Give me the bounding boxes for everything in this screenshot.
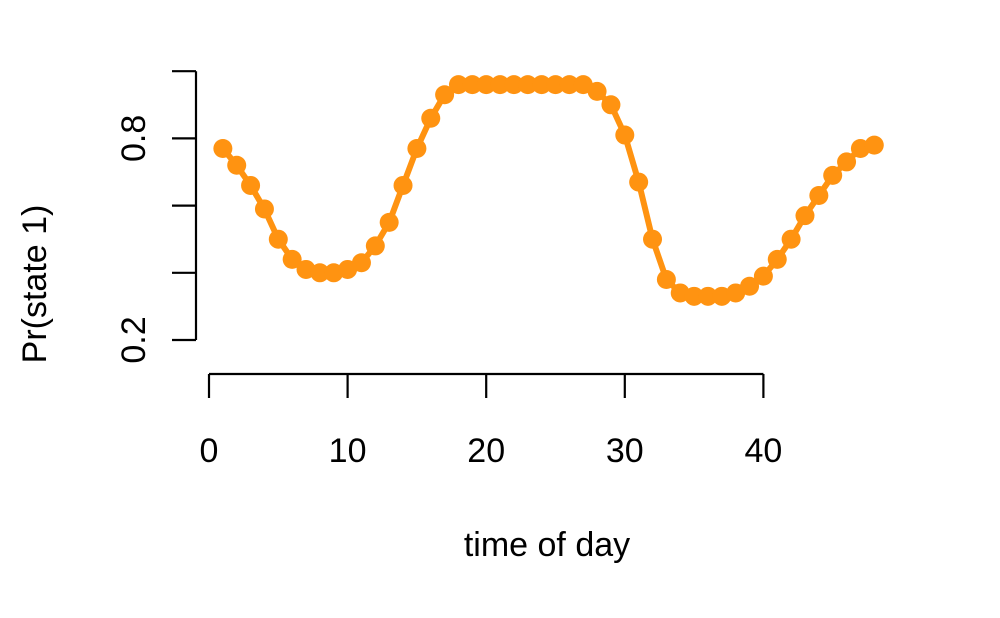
data-point bbox=[393, 175, 413, 195]
data-point bbox=[546, 75, 565, 95]
data-point bbox=[629, 172, 649, 192]
y-axis-title: Pr(state 1) bbox=[16, 205, 54, 364]
data-point bbox=[615, 125, 635, 145]
data-point bbox=[504, 75, 524, 95]
data-point bbox=[740, 276, 760, 296]
y-tick-label: 0.2 bbox=[115, 316, 153, 363]
data-point bbox=[809, 186, 829, 206]
data-point bbox=[490, 75, 510, 95]
data-point bbox=[435, 85, 455, 105]
data-point bbox=[864, 135, 884, 155]
data-point bbox=[601, 95, 621, 115]
x-tick-label: 0 bbox=[200, 432, 219, 470]
data-point bbox=[351, 253, 371, 273]
data-point bbox=[753, 266, 773, 286]
data-point bbox=[559, 75, 579, 95]
data-point bbox=[656, 270, 676, 290]
data-point bbox=[365, 236, 385, 256]
data-point bbox=[823, 165, 843, 185]
data-point bbox=[462, 75, 482, 95]
data-point bbox=[241, 175, 261, 195]
y-tick-label: 0.8 bbox=[115, 115, 153, 162]
x-tick-label: 40 bbox=[744, 432, 782, 470]
data-point bbox=[282, 249, 302, 269]
data-point bbox=[476, 75, 496, 95]
x-axis-title: time of day bbox=[464, 526, 630, 564]
data-point bbox=[795, 206, 815, 226]
data-point bbox=[268, 229, 288, 249]
data-point bbox=[643, 229, 663, 249]
data-point bbox=[407, 138, 427, 158]
data-point bbox=[781, 229, 801, 249]
y-axis: 0.2 0.8 bbox=[115, 70, 198, 364]
data-point bbox=[532, 75, 552, 95]
data-point bbox=[421, 108, 441, 128]
x-tick-label: 10 bbox=[329, 432, 367, 470]
x-axis: 0 10 20 30 40 bbox=[200, 372, 782, 470]
data-point bbox=[254, 199, 274, 219]
data-point bbox=[310, 263, 330, 283]
x-tick-label: 30 bbox=[606, 432, 644, 470]
data-point bbox=[684, 286, 704, 306]
data-point bbox=[448, 75, 468, 95]
data-point bbox=[379, 212, 399, 232]
data-point bbox=[587, 81, 607, 101]
data-point bbox=[213, 138, 233, 158]
data-point bbox=[227, 155, 247, 175]
data-point bbox=[518, 75, 538, 95]
data-point bbox=[698, 286, 718, 306]
data-point bbox=[837, 152, 857, 172]
x-tick-label: 20 bbox=[467, 432, 505, 470]
series-layer bbox=[213, 75, 884, 306]
data-point bbox=[767, 249, 787, 269]
